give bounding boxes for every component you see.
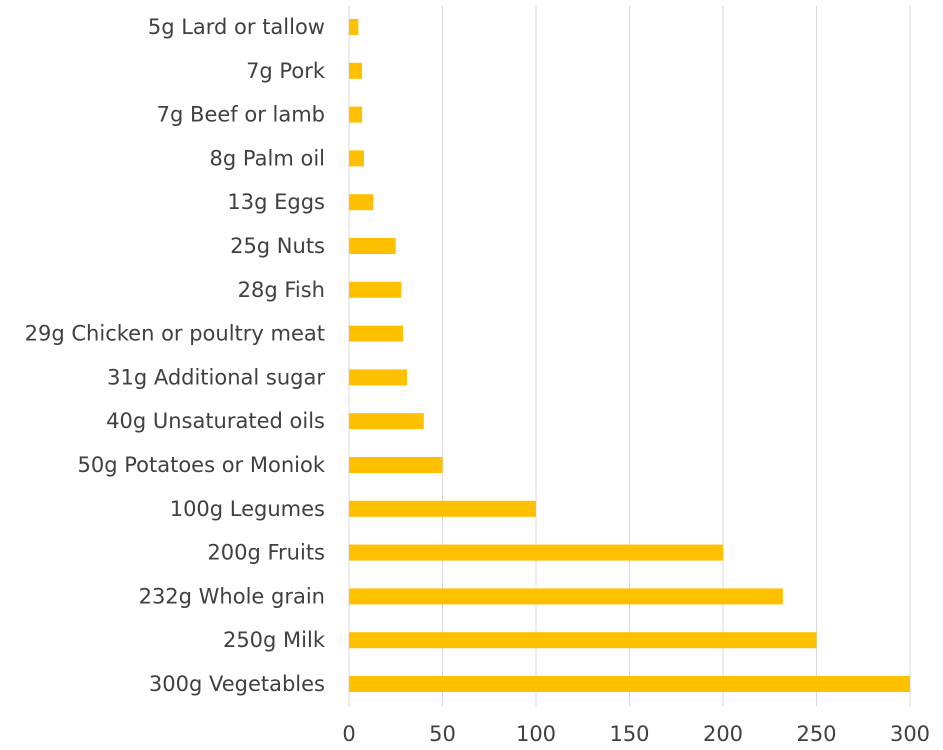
bar <box>349 150 364 167</box>
category-label: 7g Pork <box>246 59 326 83</box>
bar <box>349 588 783 605</box>
bar <box>349 106 363 123</box>
bar <box>349 325 404 342</box>
bar <box>349 676 910 692</box>
category-label: 31g Additional sugar <box>107 365 325 389</box>
x-tick-label: 0 <box>342 722 355 746</box>
bar <box>349 281 402 298</box>
bar <box>349 369 407 386</box>
category-label: 29g Chicken or poultry meat <box>25 322 325 346</box>
gridlines <box>348 6 911 706</box>
bar <box>349 19 359 35</box>
x-tick-label: 50 <box>429 722 456 746</box>
bar <box>349 632 817 649</box>
x-tick-label: 300 <box>890 722 930 746</box>
bar <box>349 194 374 211</box>
category-label: 7g Beef or lamb <box>157 103 325 127</box>
bar <box>349 238 396 254</box>
category-label: 25g Nuts <box>230 234 325 258</box>
category-labels: 5g Lard or tallow 7g Pork 7g Beef or lamb 8… <box>25 15 326 696</box>
bar <box>349 544 723 561</box>
bars <box>349 19 910 692</box>
category-label: 13g Eggs <box>227 190 325 214</box>
category-label: 300g Vegetables <box>149 672 325 696</box>
x-tick-label: 100 <box>516 722 556 746</box>
category-label: 28g Fish <box>238 278 325 302</box>
category-label: 8g Palm oil <box>210 146 325 170</box>
bar <box>349 62 363 79</box>
category-label: 100g Legumes <box>170 497 325 521</box>
bar <box>349 457 443 473</box>
x-tick-label: 250 <box>796 722 836 746</box>
x-tick-label: 150 <box>609 722 649 746</box>
category-label: 40g Unsaturated oils <box>106 409 325 433</box>
bar <box>349 500 536 517</box>
x-axis-tick-labels: 0 50 100 150 200 250 300 <box>342 722 930 746</box>
bar <box>349 413 424 430</box>
category-label: 232g Whole grain <box>139 584 325 608</box>
category-label: 50g Potatoes or Moniok <box>78 453 326 477</box>
category-label: 250g Milk <box>223 628 326 652</box>
category-label: 200g Fruits <box>207 541 325 565</box>
category-label: 5g Lard or tallow <box>148 15 325 39</box>
x-tick-label: 200 <box>703 722 743 746</box>
